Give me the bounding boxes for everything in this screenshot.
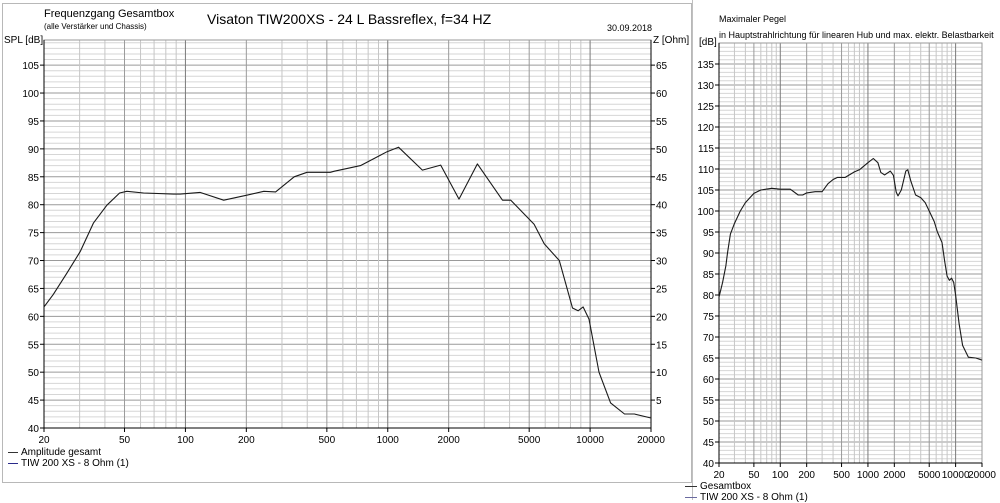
y-tick-label: 105 — [22, 61, 39, 72]
x-tick-label: 100 — [772, 470, 789, 481]
y2-tick-label: 5 — [656, 396, 662, 407]
x-tick-label: 10000 — [942, 470, 970, 481]
y2-tick-label: 10 — [656, 368, 668, 379]
x-tick-label: 20000 — [968, 470, 996, 481]
y-tick-label: 60 — [28, 312, 40, 323]
y-tick-label: 100 — [22, 89, 39, 100]
y-tick-label: 70 — [28, 257, 40, 268]
legend-swatch — [685, 497, 697, 498]
x-tick-label: 2000 — [438, 435, 461, 446]
legend-item-gesamtbox: Gesamtbox — [685, 481, 751, 492]
y-tick-label: 130 — [697, 81, 714, 92]
y-tick-label: 80 — [28, 201, 40, 212]
impedance-axis-label: Z [Ohm] — [653, 35, 689, 46]
y2-tick-label: 60 — [656, 89, 668, 100]
y2-tick-label: 50 — [656, 145, 668, 156]
legend-item-tiw200xs-right: TIW 200 XS - 8 Ohm (1) — [685, 492, 808, 503]
x-tick-label: 1000 — [857, 470, 880, 481]
y-tick-label: 40 — [703, 459, 715, 470]
x-tick-label: 200 — [798, 470, 815, 481]
legend-swatch — [685, 486, 697, 487]
y2-tick-label: 65 — [656, 61, 668, 72]
y-tick-label: 80 — [703, 291, 715, 302]
y-tick-label: 135 — [697, 60, 714, 71]
x-tick-label: 10000 — [576, 435, 604, 446]
legend-swatch — [8, 452, 18, 453]
y2-tick-label: 45 — [656, 173, 668, 184]
x-tick-label: 20 — [713, 470, 725, 481]
x-tick-label: 100 — [177, 435, 194, 446]
y-tick-label: 75 — [28, 229, 40, 240]
y2-tick-label: 20 — [656, 312, 668, 323]
y-tick-label: 120 — [697, 123, 714, 134]
legend-label: Gesamtbox — [700, 481, 751, 492]
x-tick-label: 2000 — [883, 470, 906, 481]
x-tick-label: 50 — [119, 435, 131, 446]
left-chart-title: Frequenzgang Gesamtbox — [44, 8, 174, 20]
chart-date: 30.09.2018 — [607, 23, 652, 33]
y-tick-label: 110 — [698, 165, 714, 176]
y-tick-label: 85 — [28, 173, 40, 184]
y-tick-label: 105 — [697, 186, 714, 197]
right-chart-title: Maximaler Pegel — [719, 14, 786, 24]
legend-item-tiw200xs: TIW 200 XS - 8 Ohm (1) — [8, 458, 129, 469]
y-tick-label: 95 — [703, 228, 715, 239]
x-tick-label: 200 — [238, 435, 255, 446]
legend-item-amplitude: Amplitude gesamt — [8, 447, 101, 458]
legend-label: TIW 200 XS - 8 Ohm (1) — [700, 492, 808, 503]
x-tick-label: 50 — [748, 470, 760, 481]
y-tick-label: 70 — [703, 333, 715, 344]
spl-axis-label: SPL [dB] — [4, 35, 43, 46]
y-tick-label: 45 — [703, 438, 715, 449]
y-tick-label: 85 — [703, 270, 715, 281]
x-tick-label: 5000 — [918, 470, 941, 481]
y2-tick-label: 40 — [656, 201, 668, 212]
y-tick-label: 45 — [28, 396, 40, 407]
y-tick-label: 65 — [703, 354, 715, 365]
y-tick-label: 50 — [28, 368, 40, 379]
y2-tick-label: 15 — [656, 340, 668, 351]
legend-label: Amplitude gesamt — [21, 447, 101, 458]
y-tick-label: 125 — [697, 102, 714, 113]
left-chart-subtitle: (alle Verstärker und Chassis) — [44, 22, 147, 31]
x-tick-label: 5000 — [518, 435, 541, 446]
y-tick-label: 90 — [28, 145, 40, 156]
series-line-0 — [719, 159, 982, 361]
y2-tick-label: 55 — [656, 117, 668, 128]
y-tick-label: 50 — [703, 417, 715, 428]
y-tick-label: 115 — [698, 144, 714, 155]
y-tick-label: 90 — [703, 249, 715, 260]
y2-tick-label: 25 — [656, 284, 668, 295]
y2-tick-label: 30 — [656, 257, 668, 268]
x-tick-label: 1000 — [377, 435, 400, 446]
y-tick-label: 55 — [28, 340, 40, 351]
y-tick-label: 95 — [28, 117, 40, 128]
legend-swatch — [8, 463, 18, 464]
y-tick-label: 75 — [703, 312, 715, 323]
y-tick-label: 40 — [28, 424, 40, 435]
left-chart-heading: Visaton TIW200XS - 24 L Bassreflex, f=34… — [207, 11, 491, 27]
x-tick-label: 500 — [319, 435, 336, 446]
legend-label: TIW 200 XS - 8 Ohm (1) — [21, 458, 129, 469]
right-chart-subtitle: in Hauptstrahlrichtung für linearen Hub … — [719, 30, 994, 40]
x-tick-label: 20 — [38, 435, 50, 446]
x-tick-label: 20000 — [637, 435, 665, 446]
y2-tick-label: 35 — [656, 229, 668, 240]
right-db-axis-label: [dB] — [699, 37, 717, 48]
y-tick-label: 100 — [697, 207, 714, 218]
y-tick-label: 60 — [703, 375, 715, 386]
y-tick-label: 55 — [703, 396, 715, 407]
chart-max-level: 40 45 50 55 60 65 70 75 80 85 90 95 100 105 110 115 120 1… — [697, 43, 996, 481]
y-tick-label: 65 — [28, 284, 40, 295]
x-tick-label: 500 — [833, 470, 850, 481]
